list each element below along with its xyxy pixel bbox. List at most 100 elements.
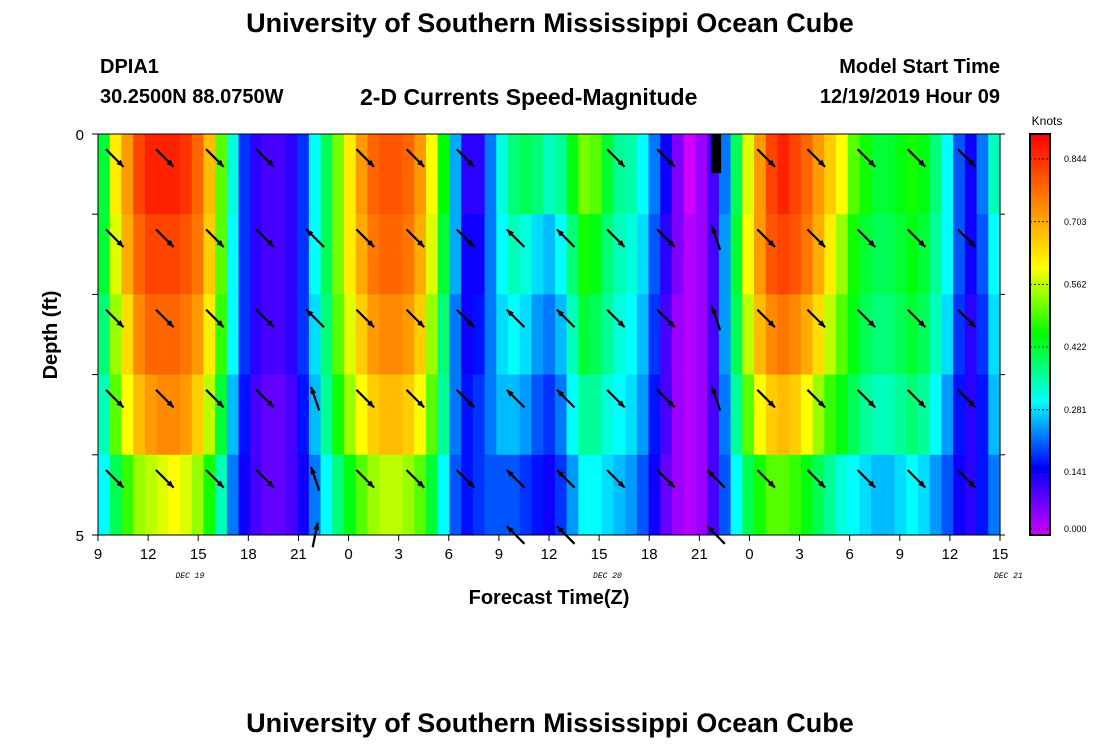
heatmap-cell	[238, 214, 251, 295]
heatmap-cell	[484, 294, 497, 375]
heatmap-cell	[566, 134, 579, 215]
heatmap-cell	[121, 374, 134, 456]
heatmap-cell	[156, 454, 169, 536]
heatmap-cell	[109, 294, 123, 375]
heatmap-cell	[789, 214, 802, 295]
current-arrow	[105, 308, 125, 329]
heatmap-cell	[285, 454, 298, 536]
current-arrow	[806, 469, 826, 489]
model-start-label: Model Start Time	[839, 56, 1000, 78]
heatmap-cell	[133, 454, 146, 536]
footer-title: University of Southern Mississippi Ocean…	[246, 708, 854, 738]
heatmap-cell	[191, 134, 205, 215]
heatmap-cell	[320, 374, 333, 456]
heatmap-cell	[812, 134, 825, 215]
current-arrow	[956, 389, 977, 409]
heatmap-cell	[121, 454, 134, 536]
date-label: DEC 20	[593, 572, 622, 581]
current-arrow	[556, 469, 576, 489]
heatmap-cell	[508, 454, 521, 536]
heatmap-cell	[590, 294, 603, 375]
heatmap-cell	[297, 294, 310, 375]
heatmap-cell	[226, 454, 240, 536]
heatmap-cell	[367, 134, 380, 215]
heatmap-cell	[554, 214, 568, 295]
heatmap-cell	[215, 214, 228, 295]
heatmap-cell	[882, 374, 896, 456]
heatmap-cell	[472, 134, 486, 215]
heatmap-cell	[379, 454, 392, 536]
heatmap-cell	[355, 454, 369, 536]
heatmap-cell	[273, 454, 287, 536]
heatmap-cell	[894, 214, 907, 295]
heatmap-cell	[578, 214, 591, 295]
heatmap-cell	[613, 214, 626, 295]
heatmap-cell	[988, 374, 1001, 456]
heatmap-cell	[625, 294, 638, 375]
heatmap-cell	[203, 374, 216, 456]
heatmap-cell	[262, 374, 275, 456]
heatmap-cell	[672, 374, 685, 456]
heatmap-cell	[109, 134, 123, 215]
heatmap-cell	[320, 294, 333, 375]
heatmap-cell	[824, 214, 837, 295]
heatmap-cell	[449, 294, 462, 375]
heatmap-cell	[964, 454, 978, 536]
current-arrow	[355, 389, 375, 409]
heatmap-cell	[379, 374, 392, 456]
heatmap-cell	[215, 134, 228, 215]
x-tick-label: 12	[140, 546, 157, 563]
heatmap-cell	[402, 214, 415, 295]
heatmap-cell	[730, 454, 743, 536]
heatmap-cell	[144, 374, 158, 456]
heatmap-cell	[695, 134, 708, 215]
current-arrow	[856, 469, 876, 489]
heatmap-cell	[683, 214, 697, 295]
heatmap-cell	[367, 214, 380, 295]
heatmap-cell	[449, 214, 462, 295]
heatmap-cell	[906, 454, 919, 536]
current-arrow	[455, 469, 476, 489]
heatmap-cell	[683, 294, 697, 375]
current-arrow	[806, 389, 826, 409]
heatmap-cell	[871, 294, 884, 375]
main-title: University of Southern Mississippi Ocean…	[246, 8, 854, 38]
heatmap-cell	[648, 374, 661, 456]
heatmap-cell	[683, 134, 697, 215]
x-tick-label: 3	[795, 546, 803, 563]
current-arrow	[710, 306, 722, 331]
heatmap-cell	[320, 134, 333, 215]
heatmap-cell	[461, 214, 474, 295]
heatmap-cell	[484, 134, 497, 215]
heatmap-cell	[718, 134, 732, 215]
heatmap-cell	[590, 374, 603, 456]
heatmap-cell	[941, 374, 954, 456]
heatmap-cell	[765, 134, 779, 215]
heatmap-cell	[496, 454, 509, 536]
heatmap-cell	[777, 294, 790, 375]
heatmap-cell	[812, 294, 825, 375]
heatmap-cell	[601, 454, 615, 536]
heatmap-cell	[836, 454, 849, 536]
heatmap-cell	[496, 294, 509, 375]
current-arrow	[956, 148, 977, 168]
current-arrow	[856, 389, 876, 409]
heatmap-cell	[262, 294, 275, 375]
current-arrow	[710, 226, 722, 251]
heatmap-cell	[180, 214, 193, 295]
heatmap-cell	[836, 214, 849, 295]
heatmap-cell	[988, 294, 1001, 375]
heatmap-cell	[191, 374, 205, 456]
heatmap-cell	[437, 374, 451, 456]
heatmap-cell	[332, 134, 345, 215]
heatmap-cell	[789, 294, 802, 375]
heatmap-cell	[871, 374, 884, 456]
heatmap-cell	[191, 294, 205, 375]
heatmap-cell	[718, 294, 732, 375]
heatmap-cell	[683, 454, 697, 536]
heatmap-cell	[730, 134, 743, 215]
heatmap-cell	[156, 294, 169, 375]
current-arrow	[309, 386, 321, 411]
heatmap-cell	[648, 294, 661, 375]
heatmap-cell	[191, 214, 205, 295]
